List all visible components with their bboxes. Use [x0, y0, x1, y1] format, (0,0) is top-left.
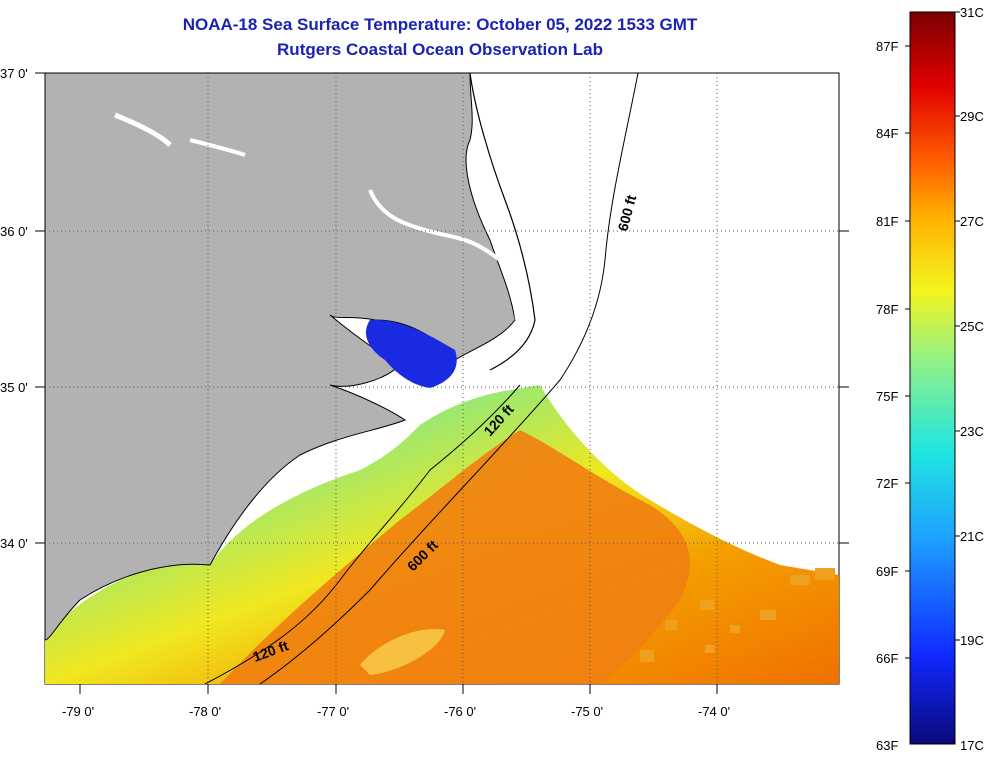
- lat-label: 37 0': [0, 66, 28, 81]
- lat-label: 36 0': [0, 224, 28, 239]
- colorbar-c-label: 29C: [960, 109, 984, 124]
- colorbar-f-label: 63F: [876, 738, 898, 753]
- colorbar-c-label: 17C: [960, 738, 984, 753]
- lon-label: -75 0': [571, 704, 603, 719]
- warm-core: [360, 629, 445, 675]
- pamlico-river: [365, 319, 457, 388]
- colorbar-f-label: 75F: [876, 389, 898, 404]
- isobath-600ft: [259, 73, 639, 684]
- pamlico-sound: [470, 140, 526, 320]
- colorbar-ticks: [905, 11, 960, 659]
- colorbar-c-label: 19C: [960, 633, 984, 648]
- isobath-120ft: [204, 384, 521, 684]
- colorbar-f-label: 66F: [876, 651, 898, 666]
- graticule: [45, 73, 839, 684]
- colorbar-f-label: 72F: [876, 476, 898, 491]
- colorbar: [909, 11, 956, 745]
- map-subtitle: Rutgers Coastal Ocean Observation Lab: [277, 40, 603, 59]
- axis-ticks: [35, 72, 849, 694]
- lon-label: -74 0': [698, 704, 730, 719]
- lon-label: -76 0': [444, 704, 476, 719]
- colorbar-c-label: 31C: [960, 5, 984, 20]
- lat-label: 35 0': [0, 380, 28, 395]
- lon-label: -77 0': [317, 704, 349, 719]
- colorbar-f-label: 69F: [876, 564, 898, 579]
- colorbar-c-label: 21C: [960, 529, 984, 544]
- gulfstream-warm: [220, 430, 690, 684]
- colorbar-f-label: 84F: [876, 126, 898, 141]
- scattered-data: [640, 568, 835, 662]
- colorbar-f-label: 78F: [876, 302, 898, 317]
- colorbar-f-label: 81F: [876, 214, 898, 229]
- lon-label: -79 0': [62, 704, 94, 719]
- lat-label: 34 0': [0, 536, 28, 551]
- colorbar-c-label: 27C: [960, 214, 984, 229]
- colorbar-c-label: 23C: [960, 424, 984, 439]
- colorbar-f-label: 87F: [876, 39, 898, 54]
- colorbar-c-label: 25C: [960, 319, 984, 334]
- outer-banks: [469, 73, 536, 371]
- map-title: NOAA-18 Sea Surface Temperature: October…: [182, 15, 698, 34]
- lon-label: -78 0': [189, 704, 221, 719]
